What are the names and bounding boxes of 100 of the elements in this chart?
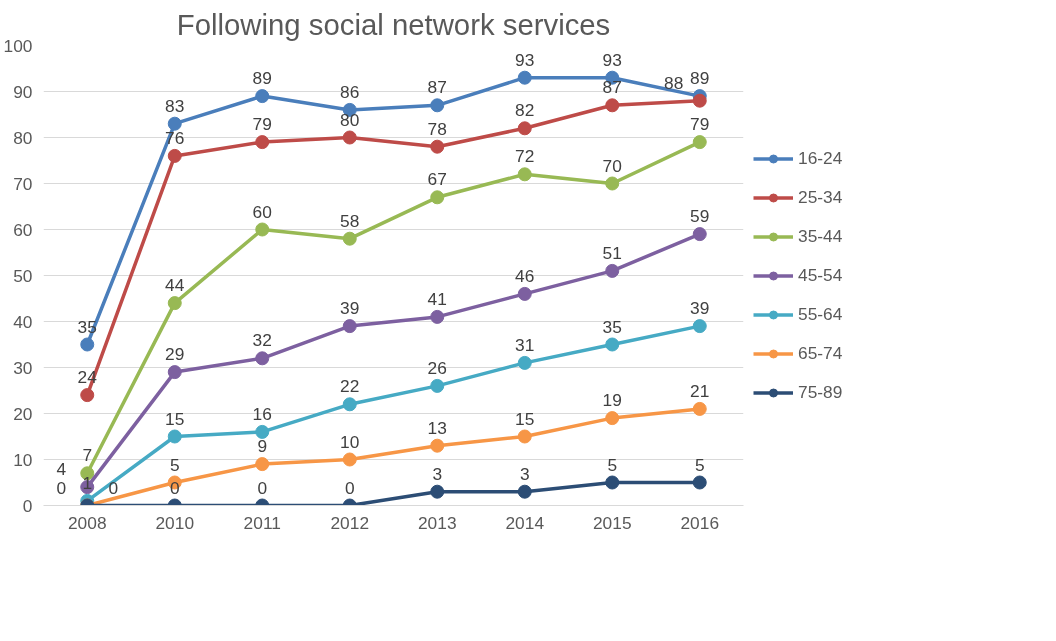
point bbox=[517, 429, 532, 444]
data-label: 5 bbox=[607, 454, 618, 475]
point bbox=[80, 388, 95, 403]
point bbox=[692, 319, 707, 334]
data-label: 9 bbox=[257, 436, 268, 457]
point bbox=[605, 176, 620, 191]
point bbox=[517, 484, 532, 499]
point bbox=[342, 397, 357, 412]
y-tick-label: 70 bbox=[13, 173, 33, 194]
y-tick-label: 60 bbox=[13, 219, 33, 240]
data-label: 5 bbox=[694, 454, 705, 475]
y-tick-label: 90 bbox=[13, 81, 33, 102]
data-label: 78 bbox=[427, 118, 447, 139]
data-label: 51 bbox=[602, 242, 622, 263]
point bbox=[517, 355, 532, 370]
data-label: 31 bbox=[515, 334, 535, 355]
data-label: 7 bbox=[82, 445, 93, 466]
point bbox=[255, 424, 270, 439]
legend-label: 75-89 bbox=[798, 381, 843, 403]
legend-label: 25-34 bbox=[798, 186, 843, 208]
point bbox=[692, 227, 707, 242]
point bbox=[167, 148, 182, 163]
legend-label: 55-64 bbox=[798, 303, 843, 325]
point bbox=[430, 190, 445, 205]
x-tick-label: 2012 bbox=[330, 512, 370, 533]
point bbox=[255, 135, 270, 150]
data-label: 82 bbox=[515, 100, 535, 121]
data-label: 0 bbox=[56, 477, 67, 498]
data-label: 15 bbox=[165, 408, 185, 429]
data-label: 79 bbox=[252, 114, 272, 135]
x-tick-label: 2015 bbox=[592, 512, 632, 533]
data-label: 19 bbox=[602, 390, 622, 411]
point bbox=[430, 309, 445, 324]
y-tick-label: 100 bbox=[3, 35, 33, 56]
point bbox=[430, 484, 445, 499]
point bbox=[342, 319, 357, 334]
point bbox=[342, 130, 357, 145]
y-tick-label: 80 bbox=[13, 127, 33, 148]
data-label: 26 bbox=[427, 357, 447, 378]
data-label: 89 bbox=[690, 68, 710, 89]
data-label: 67 bbox=[427, 169, 447, 190]
point bbox=[167, 429, 182, 444]
point bbox=[167, 296, 182, 311]
point bbox=[517, 121, 532, 136]
legend-label: 35-44 bbox=[798, 225, 843, 247]
data-label: 41 bbox=[427, 288, 447, 309]
point bbox=[255, 222, 270, 237]
point bbox=[517, 70, 532, 85]
point bbox=[605, 98, 620, 113]
y-tick-label: 50 bbox=[13, 265, 33, 286]
data-label: 79 bbox=[690, 114, 710, 135]
legend-label: 16-24 bbox=[798, 147, 843, 169]
data-label: 3 bbox=[432, 463, 443, 484]
x-tick-label: 2010 bbox=[155, 512, 195, 533]
x-tick-label: 2011 bbox=[243, 512, 281, 533]
data-label: 70 bbox=[602, 155, 622, 176]
y-tick-label: 40 bbox=[13, 311, 33, 332]
point bbox=[342, 452, 357, 467]
data-label: 87 bbox=[427, 77, 447, 98]
point bbox=[80, 337, 95, 352]
data-label: 10 bbox=[340, 431, 360, 452]
point bbox=[605, 337, 620, 352]
x-tick-label: 2013 bbox=[417, 512, 457, 533]
data-label: 87 bbox=[602, 77, 622, 98]
point bbox=[430, 139, 445, 154]
point bbox=[692, 93, 707, 108]
point bbox=[342, 231, 357, 246]
data-label: 32 bbox=[252, 330, 272, 351]
y-tick-label: 20 bbox=[13, 403, 33, 424]
data-label: 46 bbox=[515, 265, 535, 286]
data-label: 93 bbox=[602, 49, 622, 70]
data-label: 0 bbox=[108, 477, 119, 498]
point bbox=[255, 89, 270, 104]
legend-label: 65-74 bbox=[798, 342, 843, 364]
point bbox=[255, 457, 270, 472]
data-label: 22 bbox=[340, 376, 360, 397]
data-label: 39 bbox=[690, 298, 710, 319]
data-label: 3 bbox=[519, 463, 530, 484]
point bbox=[167, 365, 182, 380]
point bbox=[517, 286, 532, 301]
chart-title: Following social network services bbox=[176, 7, 611, 41]
data-label: 0 bbox=[257, 477, 268, 498]
data-label: 86 bbox=[340, 81, 360, 102]
point bbox=[605, 475, 620, 490]
y-tick-label: 10 bbox=[13, 449, 33, 470]
point bbox=[692, 475, 707, 490]
y-tick-label: 30 bbox=[13, 357, 33, 378]
point bbox=[430, 378, 445, 393]
x-tick-label: 2016 bbox=[680, 512, 720, 533]
data-label: 88 bbox=[664, 72, 684, 93]
x-tick-label: 2008 bbox=[67, 512, 107, 533]
point bbox=[255, 351, 270, 366]
legend-label: 45-54 bbox=[798, 264, 843, 286]
data-label: 35 bbox=[602, 316, 622, 337]
data-label: 89 bbox=[252, 68, 272, 89]
data-label: 93 bbox=[515, 49, 535, 70]
point bbox=[692, 135, 707, 150]
data-label: 58 bbox=[340, 210, 360, 231]
data-label: 15 bbox=[515, 408, 535, 429]
data-label: 4 bbox=[56, 459, 67, 480]
